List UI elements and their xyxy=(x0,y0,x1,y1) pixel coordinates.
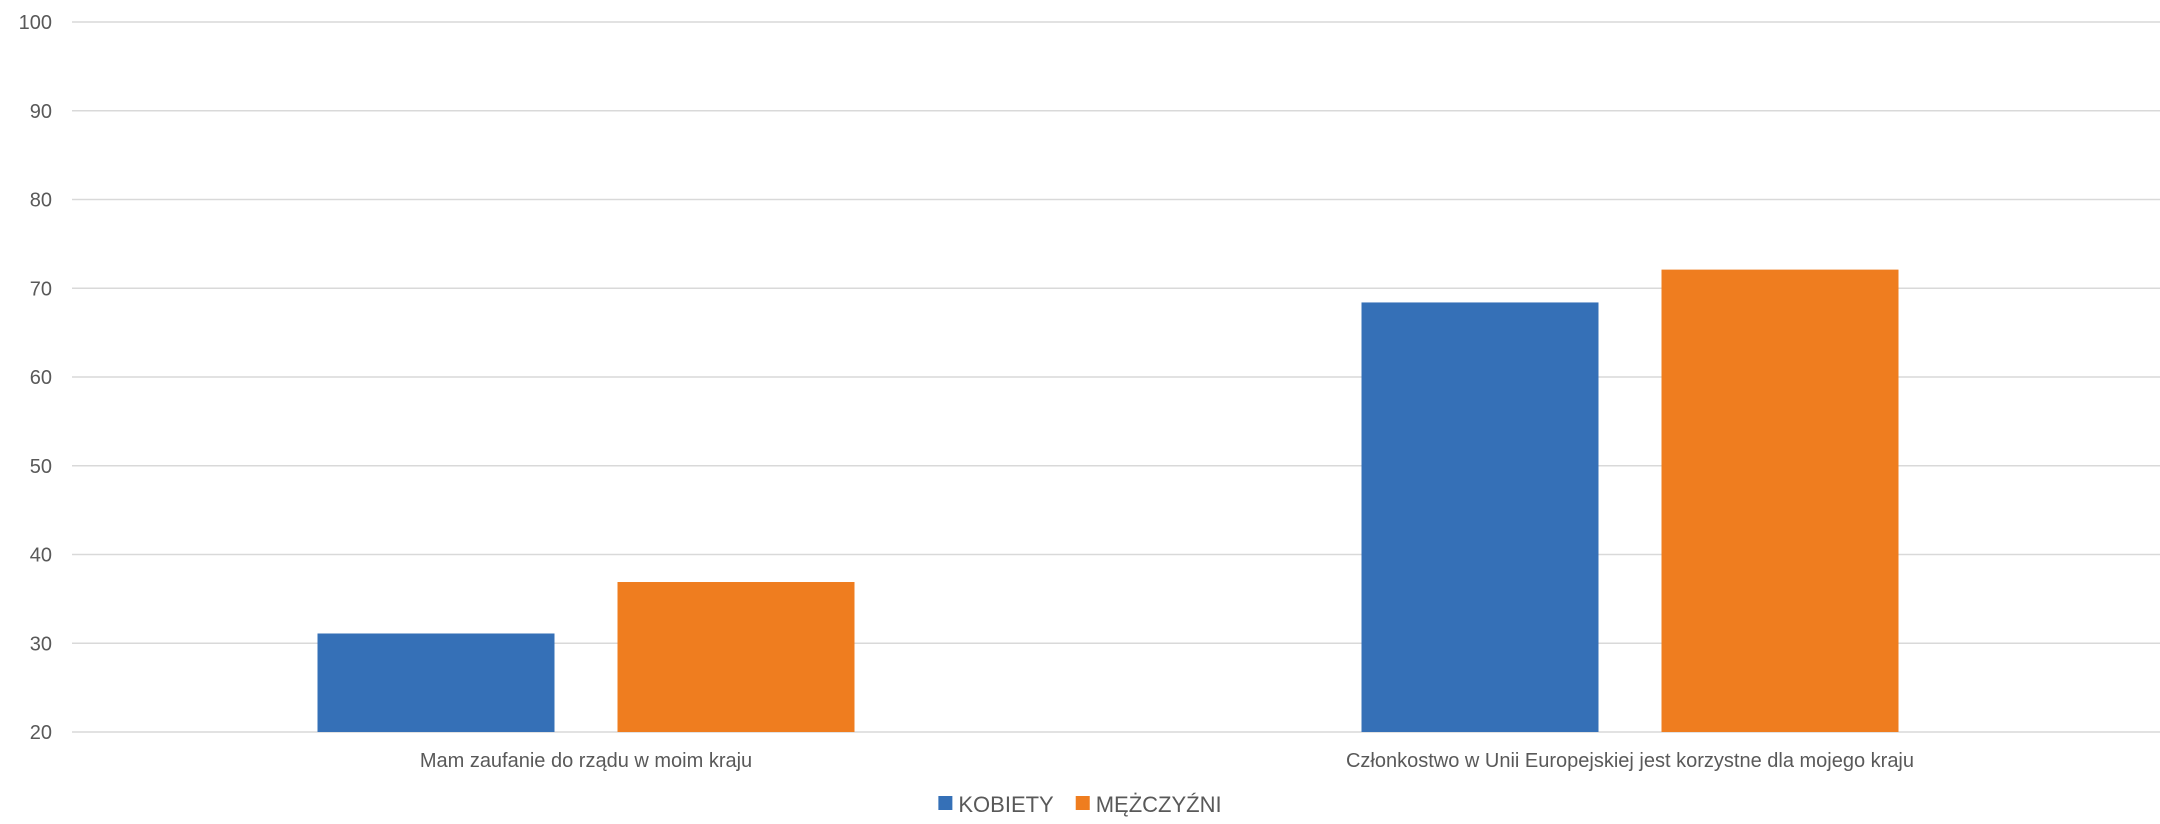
y-tick-label-90: 90 xyxy=(30,101,52,123)
legend-label-1: KOBIETY xyxy=(958,792,1054,817)
legend: KOBIETY MĘŻCZYŹNI xyxy=(938,792,1222,817)
legend-item-2: MĘŻCZYŹNI xyxy=(1075,792,1222,817)
x-category-label-1: Mam zaufanie do rządu w moim kraju xyxy=(420,750,752,772)
y-tick-label-50: 50 xyxy=(30,456,52,478)
legend-swatch-1 xyxy=(938,796,953,810)
legend-swatch-2 xyxy=(1075,796,1090,810)
y-tick-label-80: 80 xyxy=(30,190,52,212)
bar-kobiety-cat-2 xyxy=(1361,302,1599,732)
y-tick-label-20: 20 xyxy=(30,722,52,744)
x-category-label-2: Członkostwo w Unii Europejskiej jest kor… xyxy=(1346,750,1914,772)
bar-mężczyźni-cat-2 xyxy=(1661,269,1899,732)
y-axis-tick-labels: 20 30 40 50 60 70 80 90 100 xyxy=(19,12,52,744)
y-tick-label-70: 70 xyxy=(30,278,52,300)
legend-label-2: MĘŻCZYŹNI xyxy=(1096,792,1222,817)
bar-mężczyźni-cat-1 xyxy=(617,582,855,732)
y-tick-label-30: 30 xyxy=(30,633,52,655)
bar-kobiety-cat-1 xyxy=(317,633,555,732)
bars xyxy=(317,269,1899,732)
legend-item-1: KOBIETY xyxy=(938,792,1054,817)
x-axis-category-labels: Mam zaufanie do rządu w moim kraju Członk… xyxy=(420,750,1914,772)
y-tick-label-40: 40 xyxy=(30,545,52,567)
y-tick-label-100: 100 xyxy=(19,12,52,34)
y-tick-label-60: 60 xyxy=(30,367,52,389)
